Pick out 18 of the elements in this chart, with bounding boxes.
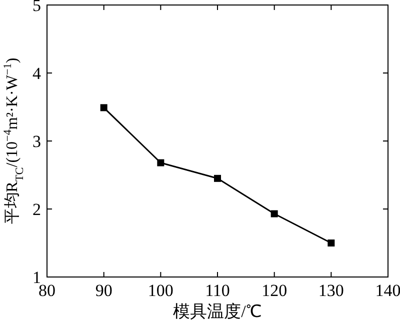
- x-tick-label: 120: [262, 281, 288, 300]
- point: [100, 104, 108, 112]
- y-tick-label: 4: [32, 64, 42, 83]
- point: [214, 174, 221, 182]
- x-tick-label: 130: [318, 281, 344, 300]
- x-tick-label: 90: [95, 281, 112, 300]
- x-tick-label: 100: [148, 281, 174, 300]
- x-tick-label: 80: [38, 281, 56, 300]
- y-tick-label: 1: [32, 268, 41, 287]
- y-tick-label: 5: [32, 0, 41, 15]
- x-tick-label: 140: [375, 281, 400, 300]
- point: [157, 159, 164, 166]
- point: [328, 240, 335, 246]
- x-tick-label: 110: [205, 281, 230, 300]
- y-tick-label: 3: [32, 132, 41, 151]
- x-axis-title: 模具温度/℃: [173, 302, 262, 321]
- point: [270, 210, 278, 218]
- y-tick-label: 2: [32, 200, 41, 219]
